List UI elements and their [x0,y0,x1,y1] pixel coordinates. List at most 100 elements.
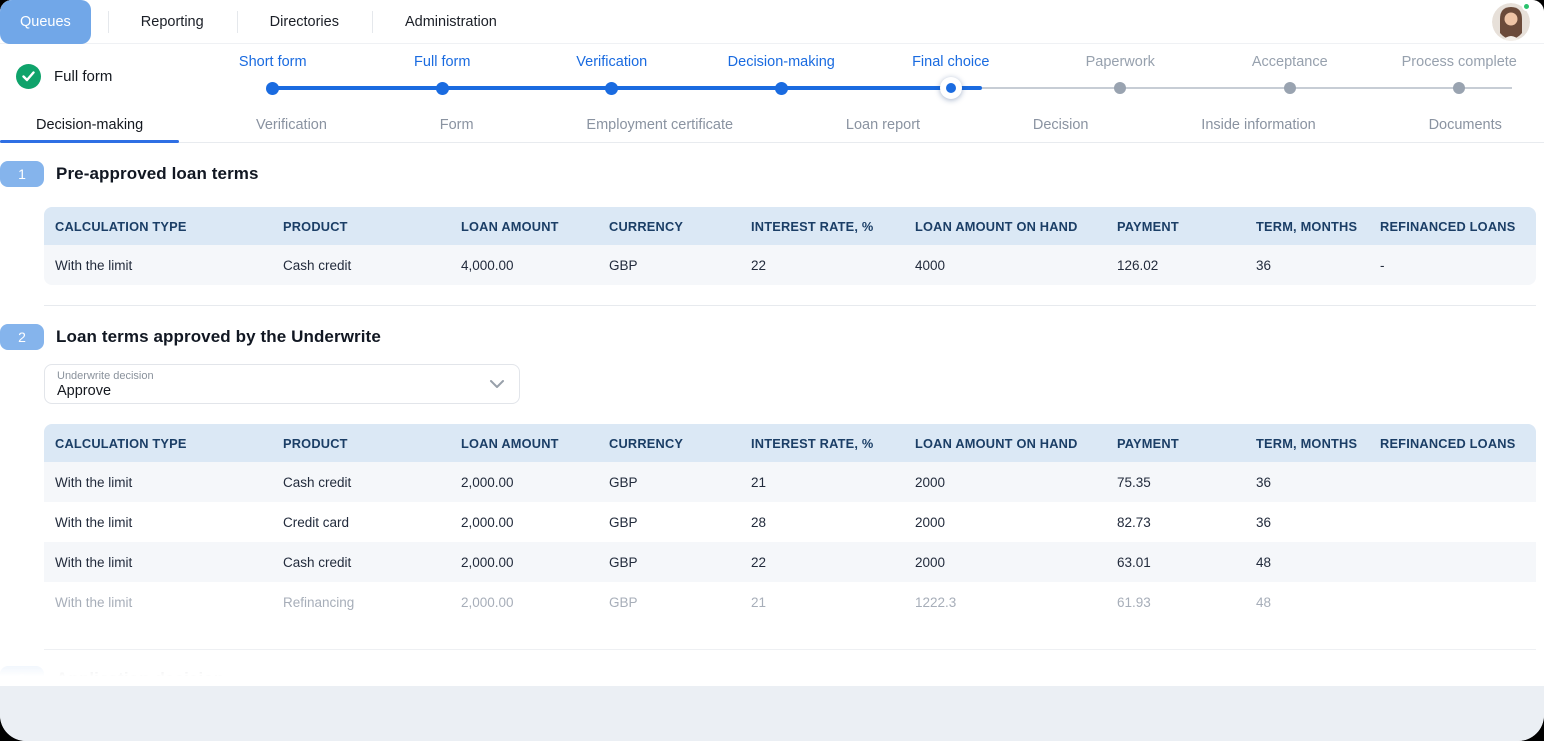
chevron-down-icon [490,380,504,388]
step-label: Paperwork [1085,54,1155,70]
stepper-steps: Short form Full form Verification [188,52,1544,99]
table-row[interactable]: With the limit Refinancing 2,000.00 GBP … [44,582,1536,622]
cell-loan-amount-on-hand: 2000 [915,514,946,530]
table-row[interactable]: With the limit Cash credit 2,000.00 GBP … [44,542,1536,582]
cell-product: Cash credit [283,474,352,490]
section-preapproved: 1 Pre-approved loan terms CALCULATION TY… [0,161,1544,285]
cell-interest-rate: 21 [751,594,767,610]
tab[interactable]: Decision-making [0,108,180,143]
column-header: CURRENCY [609,218,684,234]
step-dot [431,77,453,99]
nav-item[interactable]: Queues [0,0,91,44]
tab[interactable]: Form [404,108,510,142]
cell-product: Credit card [283,514,350,530]
check-icon [16,64,41,89]
column-header: PRODUCT [283,218,348,234]
cell-refinanced-loans [1369,502,1536,542]
cell-refinanced-loans [1369,582,1536,622]
online-status-dot [1522,1,1531,11]
tab[interactable]: Loan report [810,108,956,142]
nav-item[interactable]: Directories [254,0,355,44]
stepper-step[interactable]: Acceptance [1205,52,1375,99]
step-label: Full form [414,54,471,70]
step-label: Verification [576,54,648,70]
stage-row: Full form Short form Full form [0,44,1544,108]
section-divider [44,305,1536,306]
step-dot [939,77,962,99]
cell-loan-amount: 4,000.00 [461,257,514,273]
step-dot [1109,77,1131,99]
column-header: PRODUCT [283,435,348,451]
table-row[interactable]: With the limit Cash credit 4,000.00 GBP … [44,245,1536,285]
select-label: Underwrite decision [57,369,154,382]
stepper-step[interactable]: Decision-making [697,52,867,99]
column-header: INTEREST RATE, % [751,218,874,234]
section-title: Pre-approved loan terms [56,164,259,183]
step-label: Decision-making [727,54,835,70]
step-label: Acceptance [1251,54,1328,70]
cell-loan-amount: 2,000.00 [461,554,514,570]
stepper-step[interactable]: Verification [527,52,697,99]
cell-calculation-type: With the limit [55,257,133,273]
cell-loan-amount-on-hand: 4000 [915,257,946,273]
cell-interest-rate: 28 [751,514,767,530]
stepper-step[interactable]: Short form [188,52,358,99]
step-label: Process complete [1401,54,1517,70]
cell-interest-rate: 22 [751,257,767,273]
cell-loan-amount: 2,000.00 [461,594,514,610]
step-dot [1448,77,1470,99]
column-header: LOAN AMOUNT [461,218,559,234]
underwrite-decision-select[interactable]: Underwrite decision Approve [44,364,520,404]
cell-refinanced-loans [1369,462,1536,502]
column-header: LOAN AMOUNT ON HAND [915,218,1078,234]
nav-item[interactable]: Administration [389,0,513,44]
tab[interactable]: Inside information [1165,108,1351,142]
stepper-step[interactable]: Final choice [866,52,1036,99]
stepper-step[interactable]: Process complete [1375,52,1544,99]
cell-currency: GBP [609,257,638,273]
cell-currency: GBP [609,554,638,570]
page-bottom-strip [0,686,1544,741]
cell-refinanced-loans: - [1380,257,1385,273]
tab[interactable]: Decision [997,108,1125,142]
cell-payment: 63.01 [1117,554,1151,570]
content-area: 1 Pre-approved loan terms CALCULATION TY… [0,161,1544,692]
table-row[interactable]: With the limit Credit card 2,000.00 GBP … [44,502,1536,542]
column-header: CALCULATION TYPE [55,218,187,234]
table-row[interactable]: With the limit Cash credit 2,000.00 GBP … [44,462,1536,502]
cell-loan-amount: 2,000.00 [461,514,514,530]
step-label: Final choice [912,54,990,70]
cell-calculation-type: With the limit [55,554,133,570]
stepper-step[interactable]: Full form [358,52,528,99]
tab[interactable]: Documents [1393,108,1538,142]
cell-product: Refinancing [283,594,355,610]
stage-label: Full form [54,68,113,85]
step-dot [601,77,623,99]
cell-calculation-type: With the limit [55,474,133,490]
cell-currency: GBP [609,594,638,610]
step-dot [770,77,792,99]
progress-stepper: Short form Full form Verification [0,44,1544,108]
cell-refinanced-loans [1369,542,1536,582]
table-body: With the limit Cash credit 4,000.00 GBP … [44,245,1536,285]
user-avatar[interactable] [1492,1,1531,41]
stepper-step[interactable]: Paperwork [1036,52,1206,99]
table-header-row: CALCULATION TYPE PRODUCT LOAN AMOUNT CUR… [44,207,1536,245]
top-bar: Queues Reporting Directories Administrat… [0,0,1544,44]
tab[interactable]: Employment certificate [550,108,769,142]
tab[interactable]: Verification [220,108,363,142]
cell-term-months: 48 [1256,594,1272,610]
step-dot [1279,77,1301,99]
select-texts: Underwrite decision Approve [57,370,154,399]
section-header: 2 Loan terms approved by the Underwrite [0,324,1544,350]
main-nav: Queues Reporting Directories Administrat… [0,0,513,44]
column-header: PAYMENT [1117,435,1179,451]
section-title: Loan terms approved by the Underwrite [56,327,381,346]
cell-payment: 75.35 [1117,474,1151,490]
current-stage: Full form [16,64,112,89]
section-number-badge: 2 [0,324,44,350]
nav-item[interactable]: Reporting [125,0,220,44]
step-dot [262,77,284,99]
cell-payment: 126.02 [1117,257,1159,273]
